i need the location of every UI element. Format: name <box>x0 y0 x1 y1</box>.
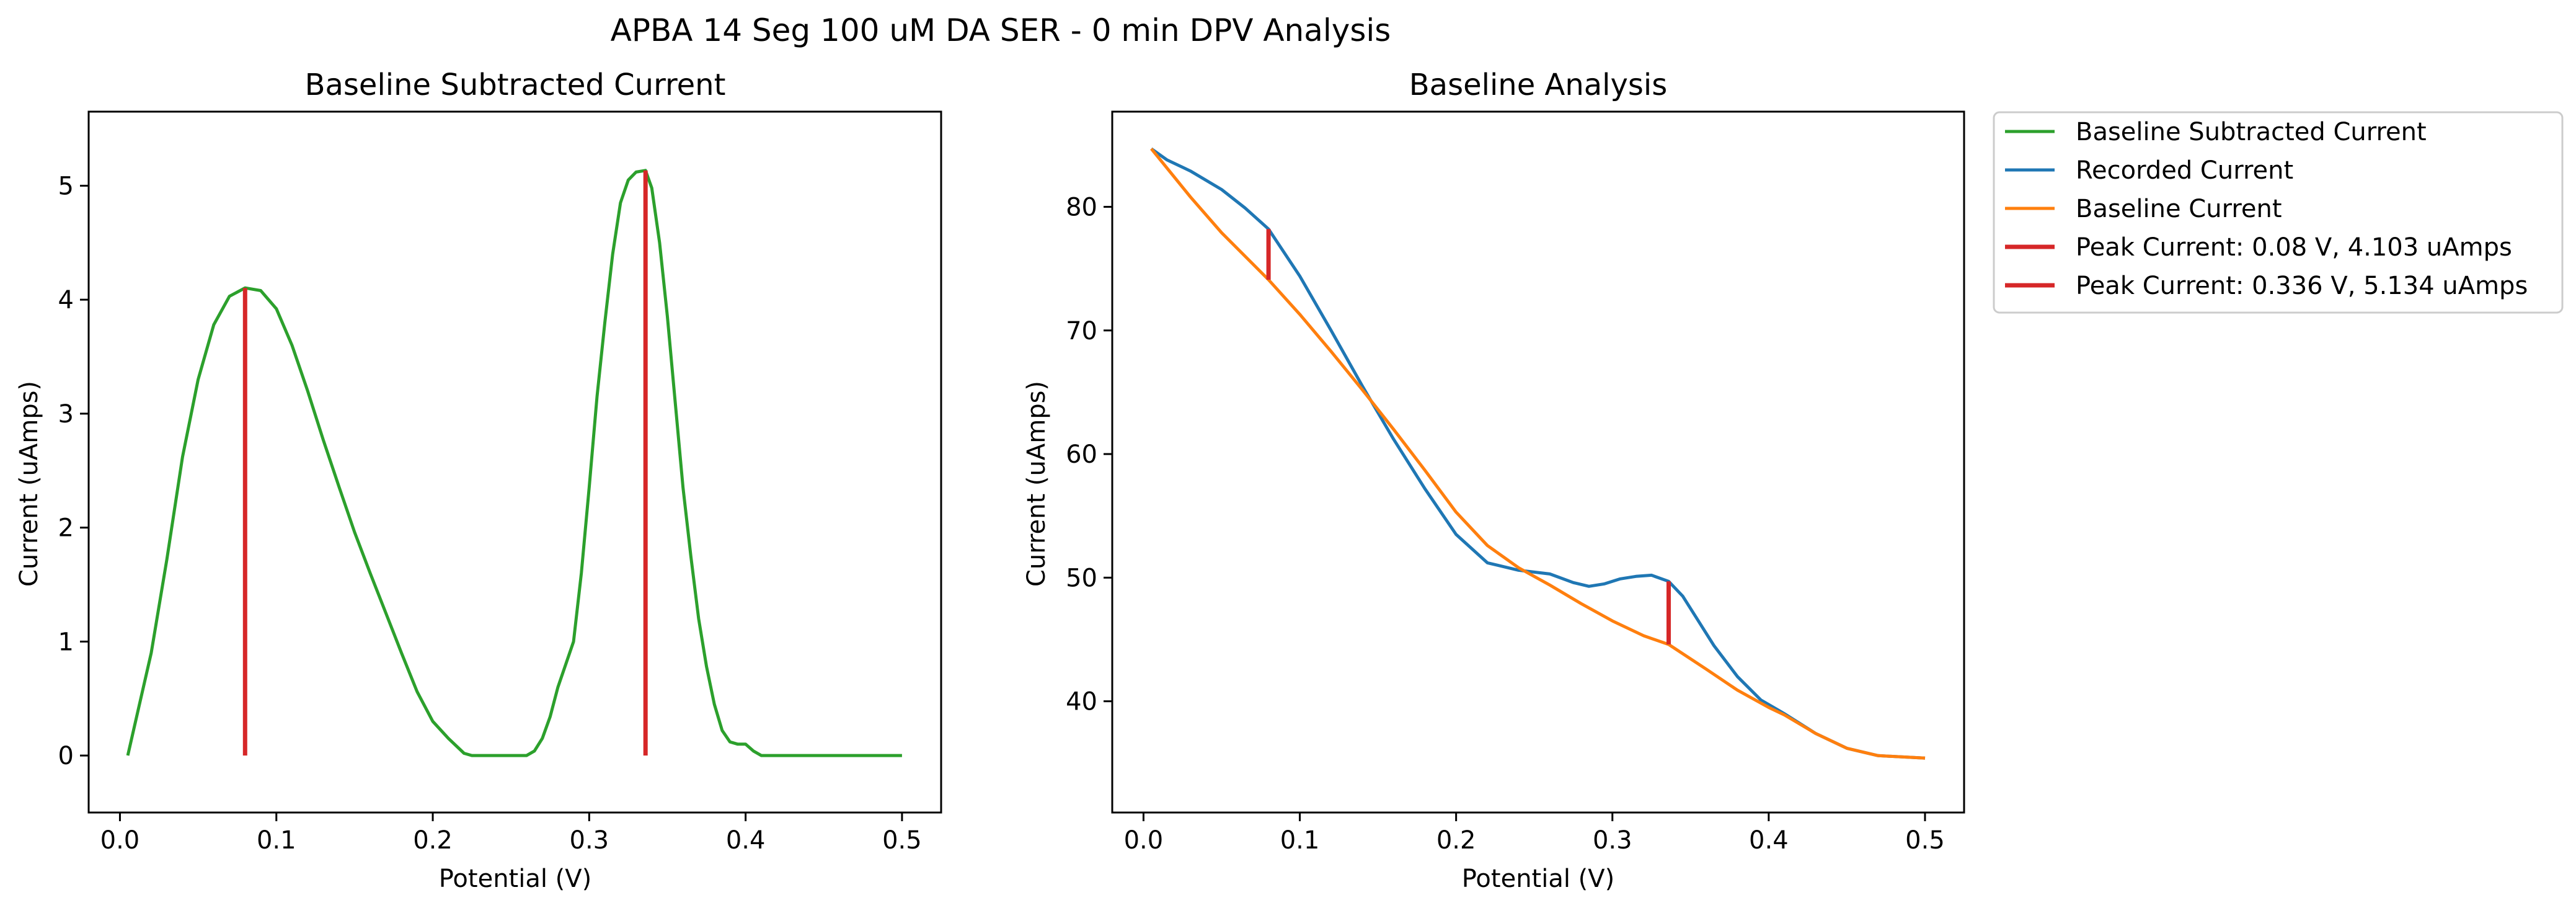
x-tick-label: 0.1 <box>257 826 296 855</box>
axis-ticks: 0.0 0.1 0.2 0.3 0.4 0.5 0 1 2 3 4 5 <box>58 172 922 855</box>
panel-baseline-analysis: Baseline Analysis Potential (V) Current … <box>1022 68 1965 893</box>
x-tick-label: 0.2 <box>1436 826 1476 855</box>
y-tick-label: 70 <box>1066 317 1097 345</box>
x-tick-label: 0.3 <box>570 826 609 855</box>
x-axis-label: Potential (V) <box>439 865 592 893</box>
legend-frame <box>1993 111 2564 314</box>
x-tick-label: 0.1 <box>1280 826 1320 855</box>
y-tick-label: 50 <box>1066 564 1097 592</box>
y-tick-label: 4 <box>58 286 74 314</box>
y-axis-label: Current (uAmps) <box>15 381 43 587</box>
y-tick-label: 3 <box>58 400 74 429</box>
y-tick-label: 2 <box>58 514 74 543</box>
axis-ticks: 0.0 0.1 0.2 0.3 0.4 0.5 40 50 60 70 80 <box>1066 193 1945 855</box>
x-tick-label: 0.4 <box>1749 826 1789 855</box>
legend-label: Baseline Subtracted Current <box>2076 118 2427 146</box>
panel-baseline-subtracted: Baseline Subtracted Current Potential (V… <box>15 68 942 893</box>
x-tick-label: 0.0 <box>1124 826 1164 855</box>
legend-label: Peak Current: 0.336 V, 5.134 uAmps <box>2076 272 2528 300</box>
series-line-0 <box>126 169 902 757</box>
x-tick-label: 0.3 <box>1593 826 1632 855</box>
x-tick-label: 0.5 <box>882 826 922 855</box>
axes-frame <box>87 110 942 814</box>
plot-area <box>126 169 902 757</box>
figure-suptitle: APBA 14 Seg 100 uM DA SER - 0 min DPV An… <box>611 12 1391 48</box>
y-tick-label: 5 <box>58 172 74 200</box>
x-tick-label: 0.2 <box>413 826 453 855</box>
panel-title: Baseline Subtracted Current <box>305 68 726 102</box>
y-tick-label: 80 <box>1066 193 1097 221</box>
x-tick-label: 0.0 <box>100 826 140 855</box>
x-axis-label: Potential (V) <box>1462 865 1615 893</box>
legend-label: Recorded Current <box>2076 156 2293 185</box>
x-tick-label: 0.4 <box>726 826 766 855</box>
series-line-1 <box>1150 148 1926 760</box>
plot-area <box>1150 147 1926 760</box>
y-tick-label: 1 <box>58 628 74 656</box>
y-tick-label: 40 <box>1066 688 1097 716</box>
series-line-0 <box>1150 147 1926 760</box>
legend: Baseline Subtracted Current Recorded Curr… <box>1993 111 2564 314</box>
legend-label: Peak Current: 0.08 V, 4.103 uAmps <box>2076 233 2512 262</box>
legend-items: Baseline Subtracted Current Recorded Curr… <box>2005 118 2528 300</box>
panel-title: Baseline Analysis <box>1409 68 1668 102</box>
x-tick-label: 0.5 <box>1905 826 1945 855</box>
legend-label: Baseline Current <box>2076 195 2282 223</box>
y-axis-label: Current (uAmps) <box>1022 381 1051 587</box>
y-tick-label: 0 <box>58 742 74 770</box>
y-tick-label: 60 <box>1066 440 1097 469</box>
axes-frame <box>1111 110 1965 814</box>
